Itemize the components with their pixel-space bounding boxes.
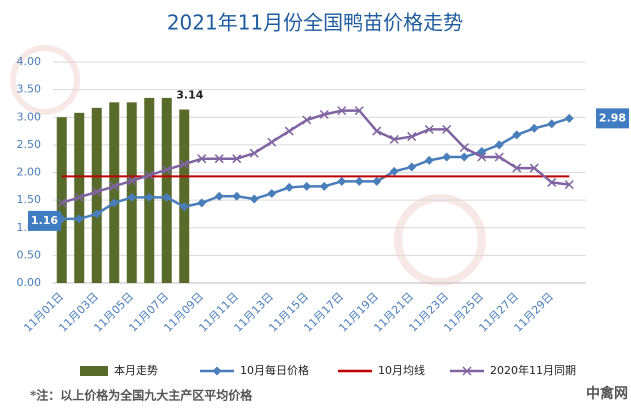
chart-title: 2021年11月份全国鸭苗价格走势 [167,11,463,35]
y-tick-label: 3.00 [17,110,42,123]
point [389,166,399,176]
point [337,106,347,116]
bar [109,102,120,284]
y-tick-label: 2.50 [17,138,42,151]
point [179,202,189,212]
point [389,134,399,144]
point [564,180,574,190]
data-label: 2.98 [599,111,626,124]
bar [179,109,190,283]
point [92,187,102,197]
point [424,124,434,134]
point [494,152,504,162]
y-tick-label: 2.00 [17,166,42,179]
legend-label: 10月每日价格 [240,363,309,377]
line [61,109,570,205]
point [144,170,154,180]
point [424,155,434,165]
point [249,194,259,204]
point [529,123,539,133]
data-label-box [596,108,629,129]
bar [91,107,102,283]
point [197,198,207,208]
legend-swatch [80,366,108,376]
point [407,162,417,172]
bar [56,117,67,283]
point [162,165,172,175]
point [214,191,224,201]
legend-marker [212,366,222,376]
y-tick-label: 0.50 [17,248,42,261]
point [459,152,469,162]
point [179,159,189,169]
point [74,214,84,224]
data-label: 3.14 [176,89,203,102]
point [144,192,154,202]
point [354,176,364,186]
point [109,181,119,191]
point [319,181,329,191]
point [459,143,469,153]
point [284,126,294,136]
point [442,124,452,134]
point [302,115,312,125]
point [512,163,522,173]
bar [126,102,137,284]
point [319,109,329,120]
point [127,176,137,186]
data-label: 1.16 [31,214,58,227]
point [57,198,67,208]
data-label-box [28,210,61,231]
point [494,140,504,150]
point [232,154,242,164]
point [547,177,557,187]
point [249,148,259,158]
point [127,192,137,202]
watermark: 中禽网 [586,385,628,402]
point [512,130,522,140]
point [197,154,207,164]
legend-label: 本月走势 [114,363,158,377]
point [74,192,84,202]
point [372,176,382,186]
series-1 [57,113,574,224]
y-tick-label: 0.00 [17,276,42,289]
point [354,106,364,116]
point [232,191,242,201]
point [547,119,557,129]
note: *注：以上价格为全国九大主产区平均价格 [30,388,253,403]
point [267,188,277,198]
point [477,152,487,162]
point [92,209,102,219]
point [109,198,119,208]
point [162,192,172,202]
point [564,113,574,123]
point [284,182,294,192]
point [267,137,277,147]
point [337,176,347,186]
point [442,152,452,162]
point [372,126,382,136]
legend-marker [462,366,472,376]
point [214,154,224,164]
point [407,132,417,142]
point [529,163,539,173]
watermark-logo [10,45,486,286]
series-3 [57,106,574,208]
legend-label: 10月均线 [378,363,425,377]
bar [161,97,172,283]
y-tick-label: 4.00 [17,55,42,68]
legend-label: 2020年11月同期 [490,363,576,377]
y-tick-label: 3.50 [17,83,42,96]
point [302,181,312,191]
bar [144,97,155,283]
y-tick-label: 1.50 [17,193,42,206]
